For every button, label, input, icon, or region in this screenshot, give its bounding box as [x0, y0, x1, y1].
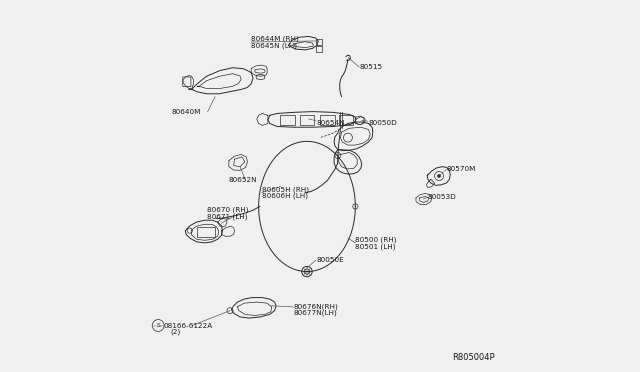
- Text: 80676N(RH): 80676N(RH): [294, 304, 339, 310]
- Text: 80606H (LH): 80606H (LH): [262, 193, 308, 199]
- Text: 80570M: 80570M: [447, 166, 476, 172]
- Text: 80501 (LH): 80501 (LH): [355, 243, 396, 250]
- Text: 80640M: 80640M: [172, 109, 200, 115]
- Circle shape: [437, 174, 441, 178]
- Text: 80515: 80515: [359, 64, 382, 70]
- Text: 80053D: 80053D: [428, 194, 456, 200]
- Bar: [197, 227, 215, 237]
- Bar: [339, 115, 353, 125]
- Text: (2): (2): [170, 328, 180, 335]
- Text: 80645N (LH): 80645N (LH): [251, 42, 297, 49]
- Text: 80605H (RH): 80605H (RH): [262, 186, 309, 193]
- Bar: [316, 39, 322, 45]
- Text: 80654N: 80654N: [316, 120, 345, 126]
- Text: 80677N(LH): 80677N(LH): [294, 310, 338, 317]
- Text: 80050E: 80050E: [316, 257, 344, 263]
- Text: 80671 (LH): 80671 (LH): [207, 213, 247, 220]
- Text: 80670 (RH): 80670 (RH): [207, 207, 248, 214]
- Text: 80644M (RH): 80644M (RH): [251, 36, 299, 42]
- Text: 80500 (RH): 80500 (RH): [355, 237, 397, 243]
- Text: R805004P: R805004P: [452, 353, 495, 362]
- Text: 80050D: 80050D: [369, 120, 397, 126]
- Bar: [280, 115, 294, 125]
- Bar: [300, 115, 314, 125]
- Text: 08166-6122A: 08166-6122A: [164, 323, 213, 328]
- Text: 80652N: 80652N: [229, 177, 257, 183]
- Bar: [320, 115, 335, 125]
- Bar: [316, 46, 322, 52]
- Text: S: S: [156, 323, 160, 328]
